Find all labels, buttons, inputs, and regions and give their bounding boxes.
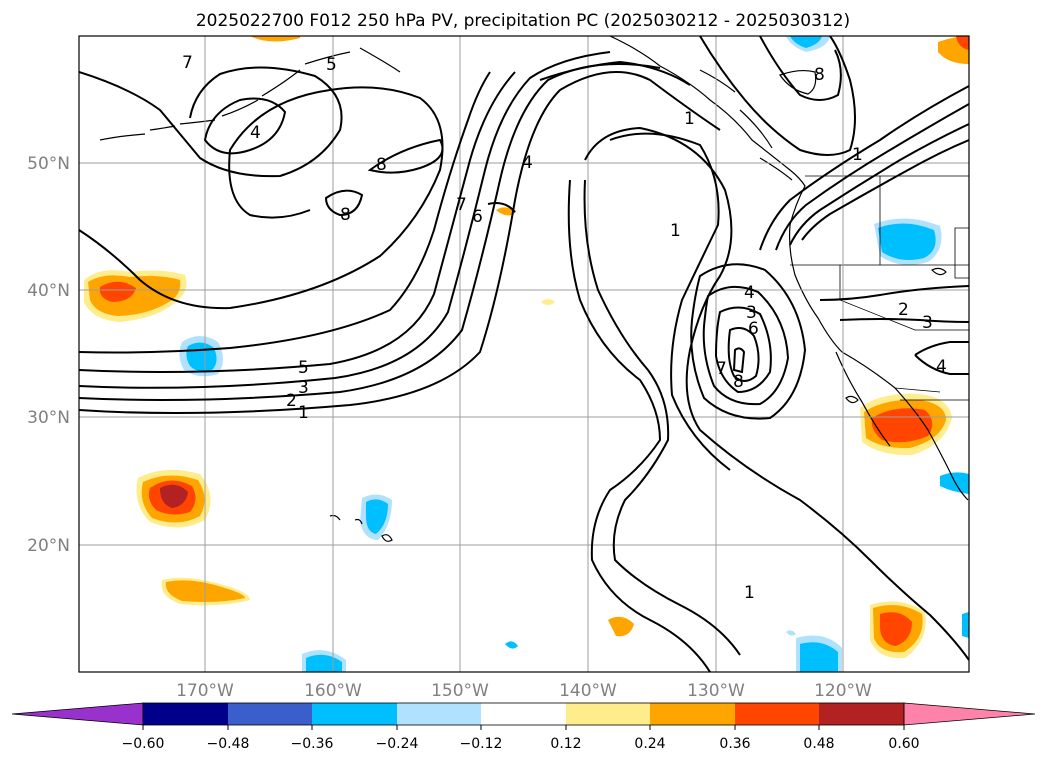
contour-label: 2 bbox=[286, 391, 297, 411]
contour-label: 4 bbox=[936, 357, 947, 377]
contour-label: 6 bbox=[472, 207, 483, 227]
contour-label: 4 bbox=[744, 283, 755, 303]
contour-label: 1 bbox=[852, 145, 863, 165]
lat-label: 30°N bbox=[27, 408, 70, 428]
lon-label: 160°W bbox=[304, 681, 362, 701]
colorbar-tick-label: −0.36 bbox=[291, 736, 334, 752]
contour-label: 8 bbox=[376, 155, 387, 175]
contour-label: 3 bbox=[746, 303, 757, 323]
colorbar-tick-label: −0.48 bbox=[207, 736, 250, 752]
lon-label: 130°W bbox=[687, 681, 745, 701]
lon-label: 170°W bbox=[176, 681, 234, 701]
lon-label: 120°W bbox=[814, 681, 872, 701]
coastlines bbox=[99, 36, 969, 542]
colorbar-segment bbox=[228, 703, 312, 725]
lat-label: 40°N bbox=[27, 281, 70, 301]
colorbar-tick-label: 0.48 bbox=[803, 736, 834, 752]
colorbar-tick-label: 0.12 bbox=[550, 736, 581, 752]
map-frame bbox=[78, 35, 970, 673]
colorbar-tick-label: 0.60 bbox=[888, 736, 919, 752]
colorbar-segment bbox=[566, 703, 650, 725]
contour-label: 8 bbox=[340, 205, 351, 225]
lon-label: 140°W bbox=[559, 681, 617, 701]
contour-label: 1 bbox=[670, 221, 681, 241]
colorbar-extend-high bbox=[903, 702, 1036, 726]
map-title: 2025022700 F012 250 hPa PV, precipitatio… bbox=[196, 11, 850, 31]
contour-label: 7 bbox=[716, 359, 727, 379]
contour-label: 5 bbox=[298, 358, 309, 378]
latitude-labels: 50°N 40°N 30°N 20°N bbox=[27, 154, 70, 556]
contour-label: 1 bbox=[744, 583, 755, 603]
colorbar-ticks bbox=[142, 725, 905, 730]
colorbar-segment bbox=[143, 703, 228, 725]
contour-label: 3 bbox=[922, 313, 933, 333]
colorbar-segment bbox=[312, 703, 397, 725]
contour-label: 6 bbox=[748, 319, 759, 339]
contour-label: 4 bbox=[250, 123, 261, 143]
colorbar-tick-label: −0.60 bbox=[122, 736, 165, 752]
colorbar-segment bbox=[397, 703, 481, 725]
colorbar-extend-low bbox=[11, 702, 144, 726]
colorbar-tick-label: 0.36 bbox=[719, 736, 750, 752]
contour-label: 5 bbox=[326, 55, 337, 75]
colorbar-tick-label: −0.24 bbox=[376, 736, 419, 752]
pv-contours bbox=[79, 36, 969, 672]
contour-label: 2 bbox=[898, 300, 909, 320]
colorbar-segment bbox=[819, 703, 904, 725]
political-borders bbox=[790, 175, 969, 401]
contour-label: 1 bbox=[298, 403, 309, 423]
lat-label: 20°N bbox=[27, 536, 70, 556]
longitude-labels: 170°W 160°W 150°W 140°W 130°W 120°W bbox=[176, 681, 872, 701]
colorbar-segment bbox=[650, 703, 735, 725]
contour-label: 3 bbox=[298, 378, 309, 398]
colorbar-tick-labels: −0.60 −0.48 −0.36 −0.24 −0.12 0.12 0.24 … bbox=[122, 736, 920, 752]
precip-positive-areas bbox=[84, 36, 969, 659]
contour-label: 1 bbox=[684, 109, 695, 129]
colorbar-segment bbox=[481, 703, 566, 725]
contour-label: 8 bbox=[733, 372, 744, 392]
contour-label: 4 bbox=[522, 153, 533, 173]
colorbar-tick-label: −0.12 bbox=[460, 736, 503, 752]
colorbar-segment bbox=[735, 703, 819, 725]
lon-label: 150°W bbox=[431, 681, 489, 701]
contour-label: 8 bbox=[814, 65, 825, 85]
contour-label: 7 bbox=[456, 195, 467, 215]
contour-label: 7 bbox=[182, 53, 193, 73]
map-area: 7 5 4 8 8 7 6 4 1 1 8 5 3 2 1 4 3 6 7 8 … bbox=[79, 36, 969, 672]
colorbar-tick-label: 0.24 bbox=[634, 736, 665, 752]
lat-label: 50°N bbox=[27, 154, 70, 174]
contour-labels: 7 5 4 8 8 7 6 4 1 1 8 5 3 2 1 4 3 6 7 8 … bbox=[182, 53, 947, 603]
colorbar: −0.60 −0.48 −0.36 −0.24 −0.12 0.12 0.24 … bbox=[11, 702, 1036, 752]
